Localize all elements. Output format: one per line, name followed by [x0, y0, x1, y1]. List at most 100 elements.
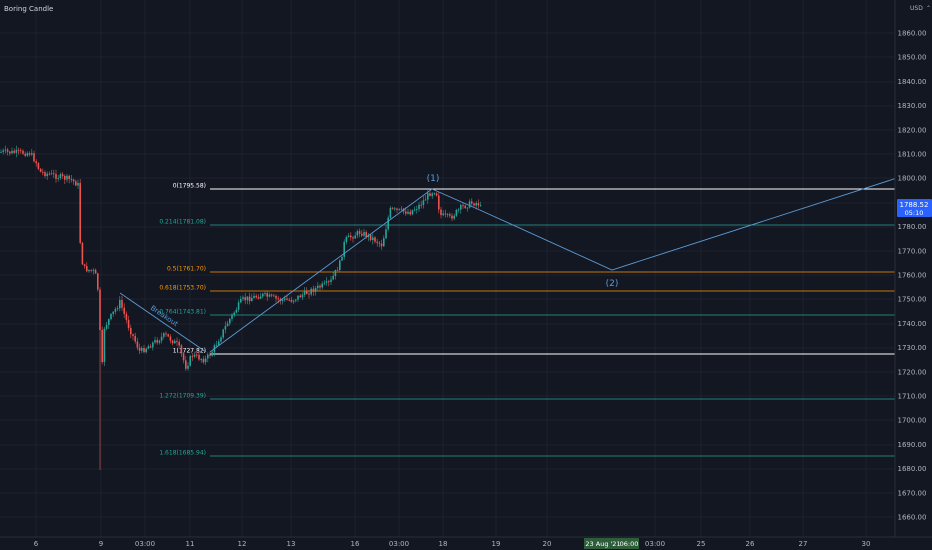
elliott-wave-drawing[interactable]: (1) (2) Breakout	[119, 174, 901, 353]
candle-body	[13, 150, 15, 153]
candle-body	[468, 201, 471, 208]
candle-body	[332, 275, 334, 280]
candle-body	[273, 295, 275, 297]
candle-body	[301, 294, 304, 298]
candle-body	[154, 340, 156, 343]
candle-body	[6, 149, 9, 152]
fib-level-label: 0(1795.58)	[173, 183, 206, 190]
candle-body	[281, 299, 284, 302]
candle-body	[167, 334, 169, 337]
candle-body	[46, 173, 48, 176]
menu-caret-icon[interactable]: ⌃	[926, 5, 931, 12]
candle-body	[394, 208, 396, 210]
candle-body	[356, 231, 359, 236]
time-label: 26	[746, 540, 755, 548]
candle-body	[253, 295, 255, 298]
candle-body	[182, 353, 185, 361]
candle-body	[97, 273, 99, 290]
candle-body	[207, 354, 209, 359]
candle-body	[431, 193, 433, 196]
time-label: 18	[439, 540, 448, 548]
candle-body	[134, 335, 136, 342]
candle-body	[473, 203, 475, 206]
candle-body	[358, 231, 361, 234]
currency-selector[interactable]: USD ⌃	[910, 5, 931, 12]
price-label: 1760.00	[898, 272, 927, 280]
breakout-trendline[interactable]	[119, 292, 207, 353]
candle-body	[79, 182, 81, 243]
candle-body	[218, 341, 220, 345]
highlighted-time: 06:00	[620, 540, 639, 548]
candle-body	[424, 199, 427, 201]
price-label: 1860.00	[898, 30, 927, 38]
candle-body	[464, 205, 466, 208]
candle-body	[143, 348, 145, 353]
wave-path[interactable]	[209, 176, 901, 353]
candle-body	[286, 298, 288, 300]
candle-body	[149, 346, 152, 348]
candle-body	[226, 323, 229, 326]
candle-body	[292, 300, 295, 302]
chart-title: Boring Candle	[4, 5, 53, 13]
fibonacci-levels[interactable]: 0(1795.58) 0.214(1781.08) 0.5(1761.70) 0.61…	[159, 183, 895, 457]
candle-body	[396, 208, 398, 210]
candle-body	[345, 236, 348, 243]
price-label: 1770.00	[898, 247, 927, 255]
candle-body	[378, 242, 381, 244]
candle-body	[413, 209, 416, 211]
candle-body	[341, 256, 343, 261]
price-label: 1660.00	[898, 514, 927, 522]
price-label: 1720.00	[898, 368, 927, 376]
candle-body	[455, 209, 458, 216]
candle-body	[156, 340, 158, 343]
candle-body	[257, 297, 260, 299]
candle-body	[343, 242, 345, 257]
candle-body	[222, 329, 224, 338]
grid	[0, 0, 895, 537]
candle-body	[385, 229, 387, 239]
fib-level-label: 0.5(1761.70)	[167, 266, 206, 273]
candle-body	[235, 309, 238, 313]
current-price-value: 1788.52	[900, 201, 929, 209]
candle-body	[224, 325, 227, 330]
fib-level-label: 1.618(1685.94)	[159, 450, 206, 457]
wave-2-label: (2)	[606, 279, 619, 289]
candle-body	[391, 207, 394, 209]
candle-body	[17, 149, 20, 151]
wave-1-label: (1)	[427, 174, 440, 184]
price-axis[interactable]: 1860.00 1850.00 1840.00 1830.00 1820.00 1810.…	[894, 0, 932, 537]
candle-body	[193, 354, 196, 357]
candle-body	[119, 300, 121, 309]
currency-label[interactable]: USD	[910, 5, 923, 12]
candle-body	[319, 285, 321, 288]
time-label: 20	[543, 540, 552, 548]
candle-body	[323, 282, 326, 284]
chart-header: Boring Candle	[4, 5, 53, 13]
countdown-timer: 05:10	[905, 209, 924, 217]
candle-body	[42, 171, 44, 173]
price-label: 1740.00	[898, 320, 927, 328]
candle-body	[110, 313, 112, 320]
candle-body	[125, 313, 128, 320]
candle-body	[31, 153, 33, 155]
candle-body	[251, 297, 253, 302]
candle-body	[288, 299, 290, 301]
candle-body	[354, 235, 356, 239]
candle-body	[440, 209, 442, 216]
candle-body	[303, 290, 306, 295]
candle-body	[400, 208, 403, 210]
candle-body	[35, 161, 37, 164]
candle-body	[317, 285, 319, 289]
candle-body	[99, 289, 101, 330]
candle-body	[244, 297, 246, 301]
price-label: 1730.00	[898, 344, 927, 352]
candle-body	[28, 153, 31, 155]
candle-body	[255, 295, 257, 298]
time-axis[interactable]: 6 9 03:00 11 12 13 16 03:00 18 19 20 23 …	[0, 536, 932, 550]
candle-body	[160, 336, 163, 341]
time-label: 30	[862, 540, 871, 548]
candle-body	[420, 204, 422, 206]
candle-body	[24, 153, 26, 156]
candle-body	[231, 314, 233, 319]
